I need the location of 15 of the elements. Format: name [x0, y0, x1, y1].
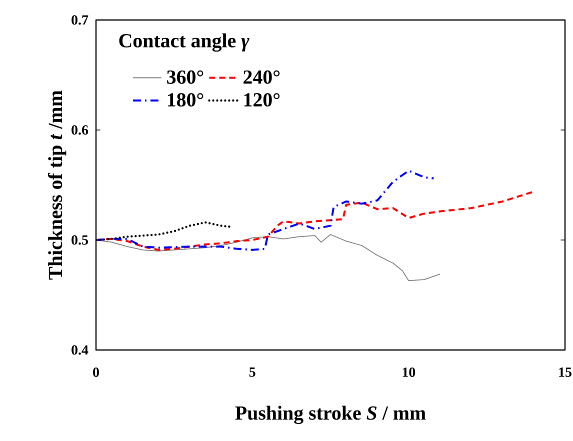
- legend-label: 360°: [167, 70, 204, 84]
- x-tick-label: 10: [402, 368, 416, 377]
- legend-label: 120°: [244, 93, 280, 107]
- y-tick-label: 0.6: [72, 125, 88, 135]
- legend-label: 240°: [244, 70, 280, 84]
- y-tick-label: 0.4: [72, 345, 88, 355]
- x-tick-label: 5: [249, 368, 256, 377]
- legend-label: 180°: [168, 93, 204, 107]
- x-tick-label: 0: [93, 368, 99, 377]
- x-axis-title: Pushing stroke S / mm: [235, 406, 426, 424]
- y-tick-label: 0.7: [72, 15, 88, 25]
- y-axis-title: Thickness of tip t /mm: [48, 90, 66, 280]
- y-tick-label: 0.5: [72, 235, 88, 245]
- legend-title: Contact angle γ: [119, 33, 250, 52]
- x-tick-label: 15: [559, 368, 572, 377]
